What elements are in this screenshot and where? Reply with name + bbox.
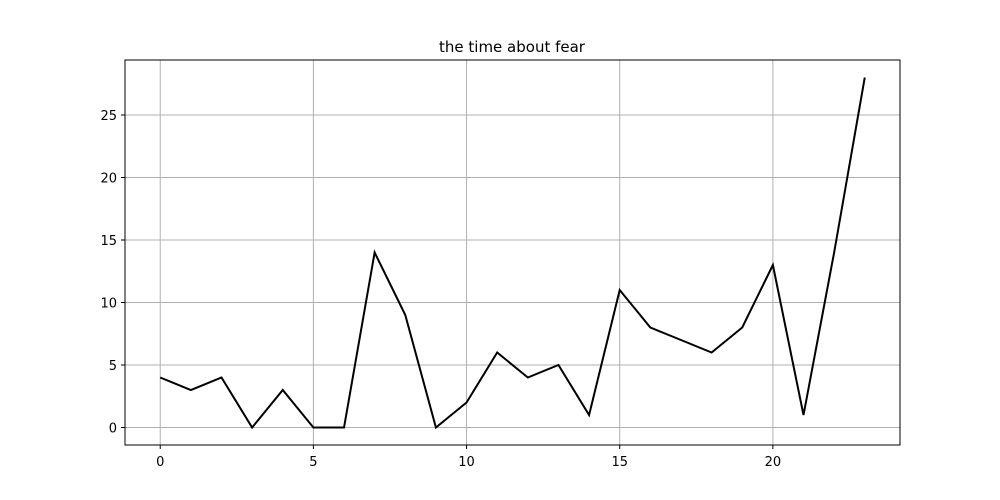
data-point xyxy=(741,327,743,329)
data-point xyxy=(557,364,559,366)
data-point xyxy=(435,427,437,429)
y-tick-label: 20 xyxy=(100,172,117,187)
data-point xyxy=(404,314,406,316)
data-point xyxy=(619,289,621,291)
data-point xyxy=(159,377,161,379)
data-point xyxy=(466,402,468,404)
series-line xyxy=(159,77,866,430)
data-point xyxy=(649,327,651,329)
x-tick-label: 5 xyxy=(309,455,317,470)
data-point xyxy=(588,414,590,416)
x-tick-label: 15 xyxy=(611,455,628,470)
x-tick-label: 0 xyxy=(156,455,164,470)
data-point xyxy=(772,264,774,266)
y-axis: 0 5 10 15 20 25 xyxy=(100,109,125,437)
data-point xyxy=(343,427,345,429)
data-point xyxy=(251,427,253,429)
data-point xyxy=(374,252,376,254)
data-point xyxy=(803,414,805,416)
x-axis: 0 5 10 15 20 xyxy=(156,445,781,470)
data-point xyxy=(864,77,866,79)
data-point xyxy=(711,352,713,354)
x-tick-label: 20 xyxy=(765,455,782,470)
data-point xyxy=(312,427,314,429)
y-tick-label: 10 xyxy=(100,297,117,312)
series-layer xyxy=(159,77,866,430)
y-tick-label: 15 xyxy=(100,234,117,249)
data-point xyxy=(527,377,529,379)
y-tick-label: 5 xyxy=(109,359,117,374)
x-tick-label: 10 xyxy=(458,455,475,470)
y-tick-label: 25 xyxy=(100,109,117,124)
plot-area-frame xyxy=(124,59,901,446)
data-point xyxy=(496,352,498,354)
y-tick-label: 0 xyxy=(109,422,117,437)
data-point xyxy=(282,389,284,391)
data-point xyxy=(190,389,192,391)
data-point xyxy=(220,377,222,379)
data-point xyxy=(833,252,835,254)
data-point xyxy=(680,339,682,341)
grid-lines xyxy=(125,60,900,445)
chart-title: the time about fear xyxy=(439,38,586,56)
